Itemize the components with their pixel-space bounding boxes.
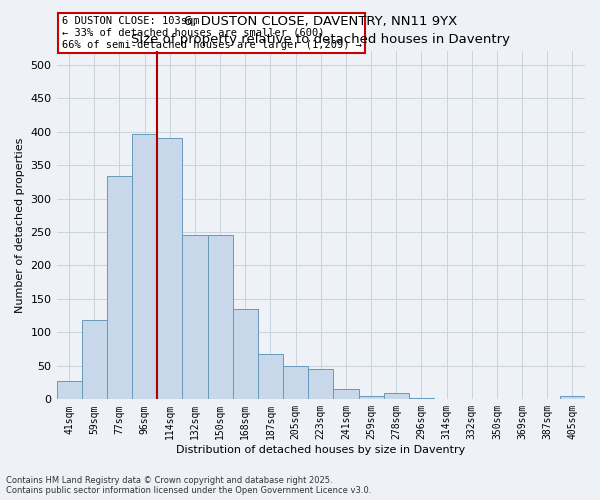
Bar (132, 134, 157, 400)
Bar (157, 138, 182, 400)
Bar (208, 236, 233, 400)
Bar (459, 398, 484, 400)
Bar (283, 366, 308, 400)
Bar (107, 176, 132, 400)
Title: 6, DUSTON CLOSE, DAVENTRY, NN11 9YX
Size of property relative to detached houses: 6, DUSTON CLOSE, DAVENTRY, NN11 9YX Size… (131, 15, 510, 46)
Bar (182, 236, 208, 400)
Y-axis label: Number of detached properties: Number of detached properties (15, 138, 25, 313)
Bar (409, 398, 434, 400)
X-axis label: Distribution of detached houses by size in Daventry: Distribution of detached houses by size … (176, 445, 466, 455)
Bar (434, 398, 459, 400)
Bar (383, 392, 409, 400)
Bar (560, 396, 585, 400)
Bar (233, 309, 258, 400)
Bar (82, 320, 107, 400)
Bar (308, 369, 334, 400)
Text: 6 DUSTON CLOSE: 103sqm
← 33% of detached houses are smaller (600)
66% of semi-de: 6 DUSTON CLOSE: 103sqm ← 33% of detached… (62, 16, 362, 50)
Bar (334, 388, 359, 400)
Bar (359, 396, 383, 400)
Bar (56, 380, 82, 400)
Text: Contains HM Land Registry data © Crown copyright and database right 2025.
Contai: Contains HM Land Registry data © Crown c… (6, 476, 371, 495)
Bar (258, 354, 283, 400)
